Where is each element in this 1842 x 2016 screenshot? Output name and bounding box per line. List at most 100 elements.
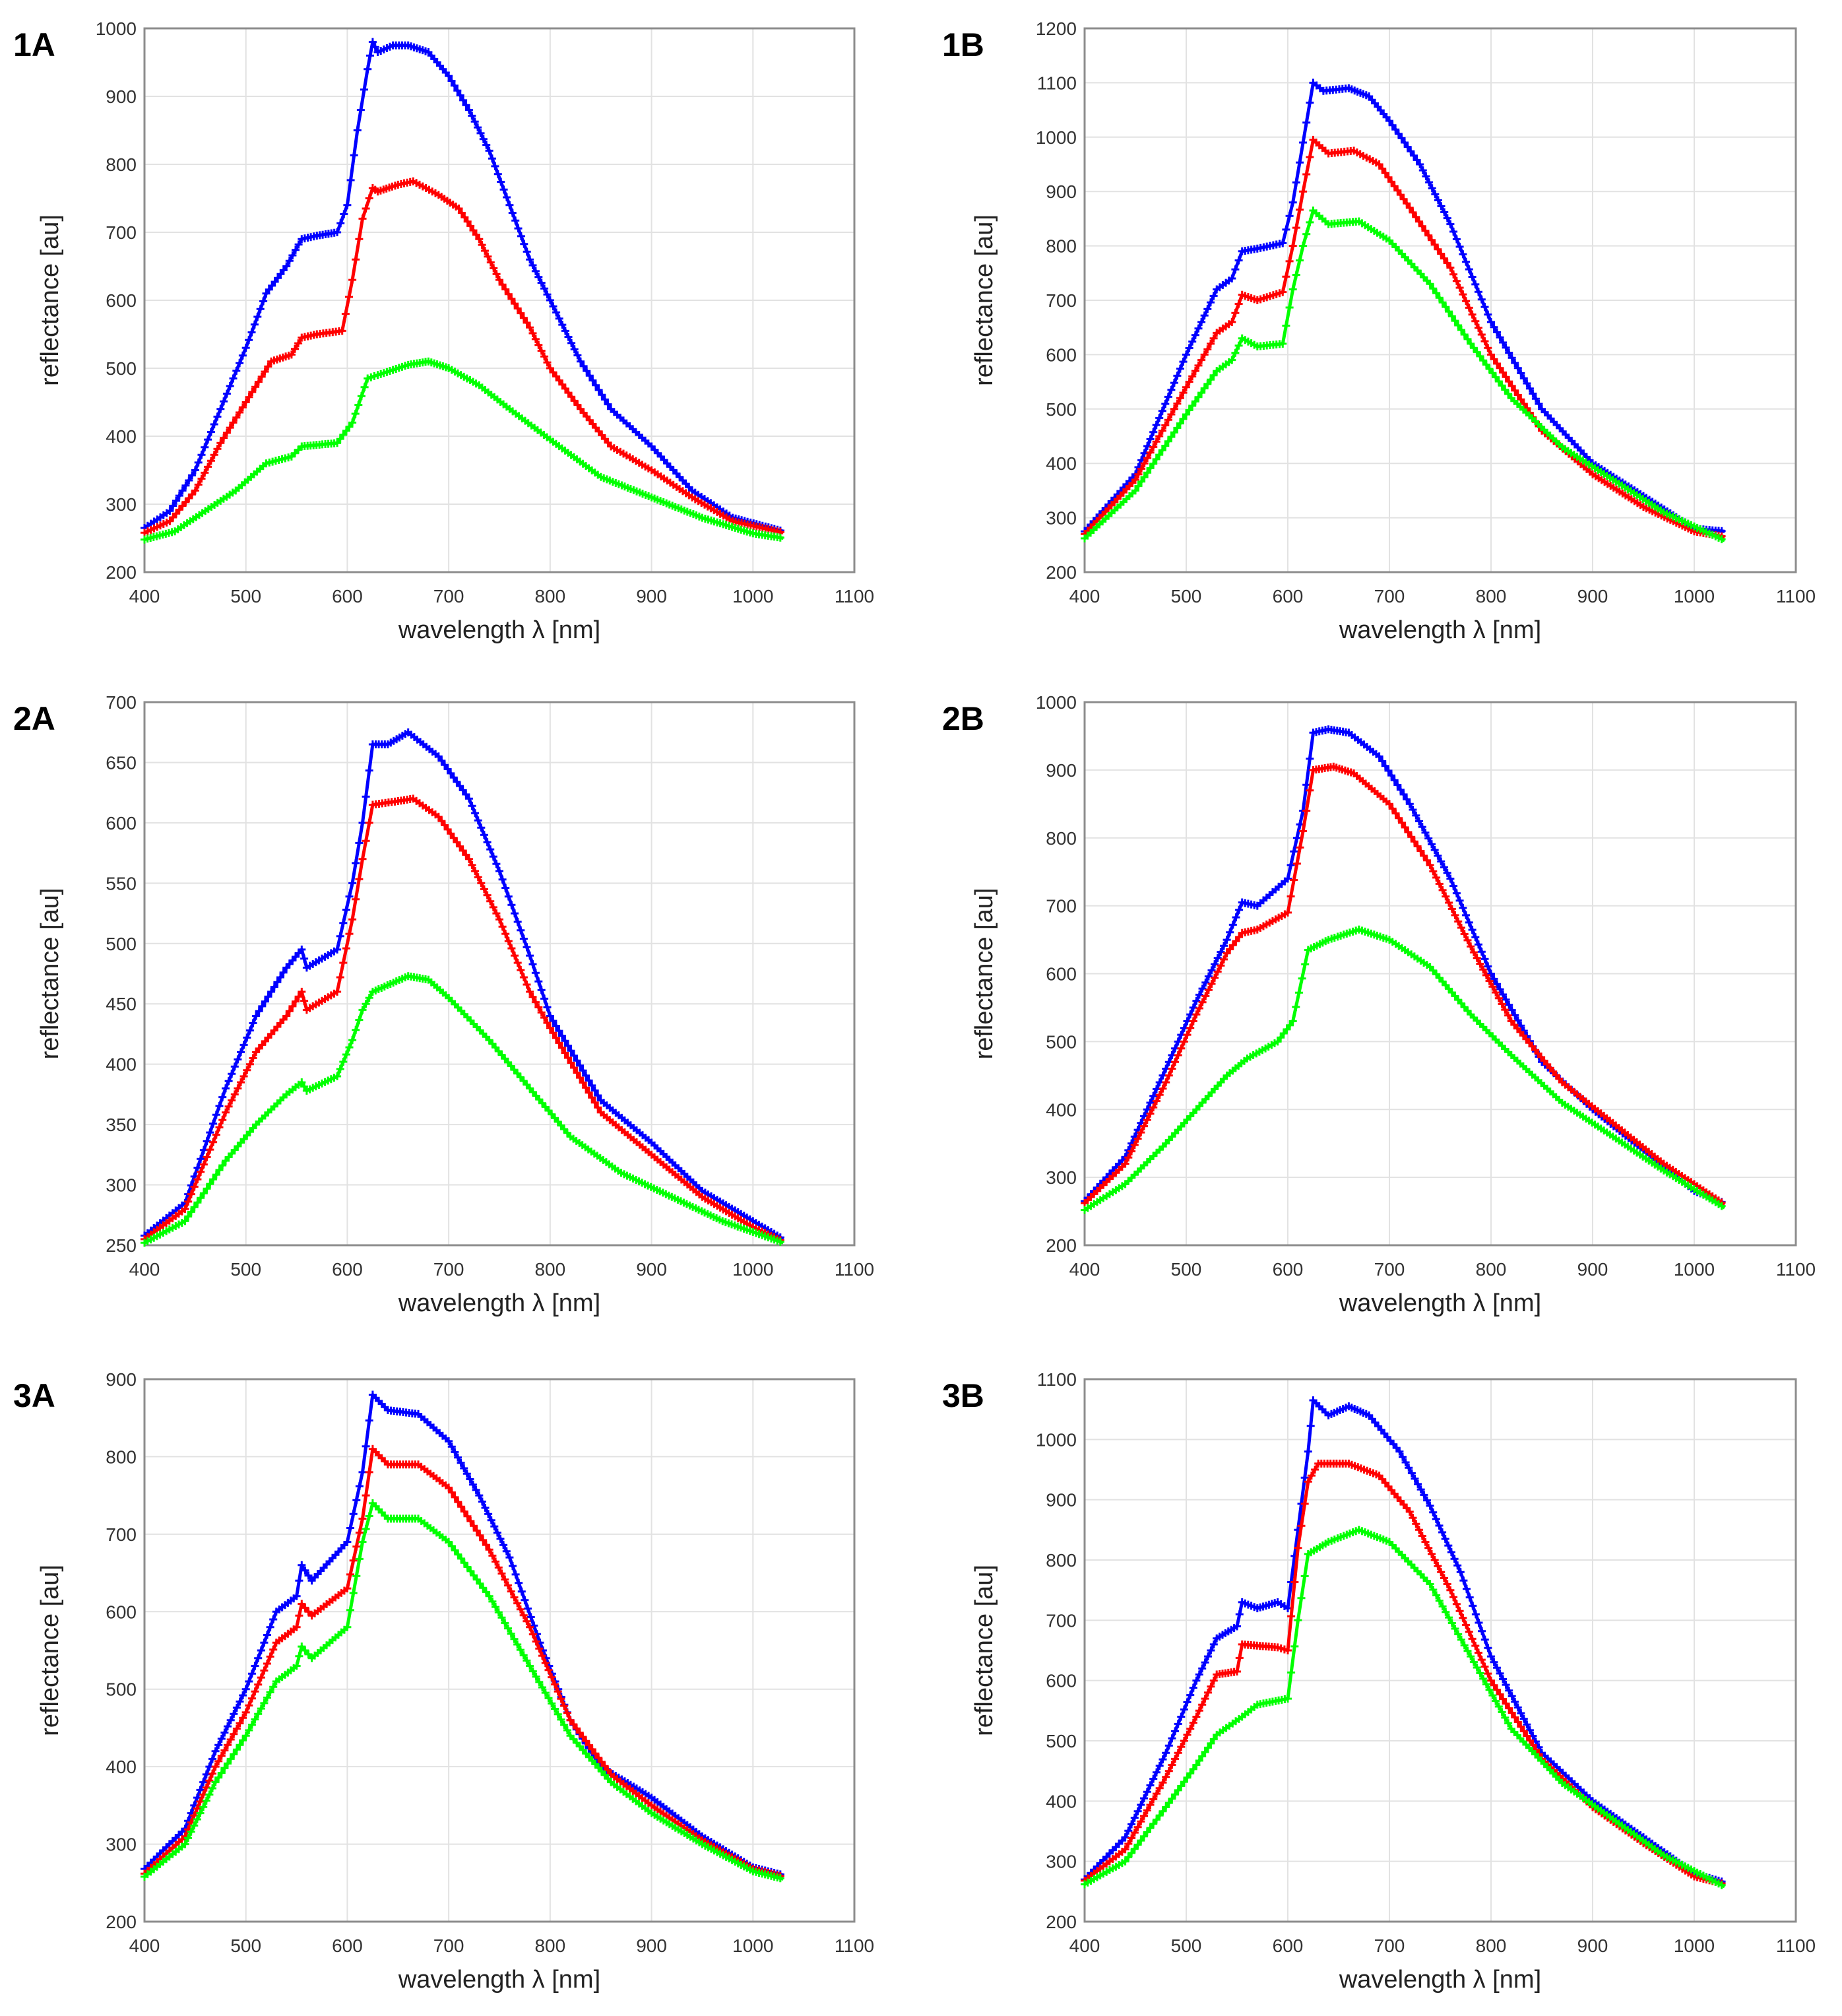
y-tick-label: 400 — [1046, 1099, 1077, 1120]
y-tick-label: 900 — [1046, 760, 1077, 781]
x-tick-label: 600 — [332, 1935, 363, 1956]
y-tick-label: 700 — [106, 222, 137, 243]
y-tick-label: 200 — [1046, 1912, 1077, 1932]
chart-panel-2a: 400 500 600 700 800 900 1000 1100 250 300 350 400 45… — [13, 692, 874, 1317]
y-tick-label: 1000 — [1036, 692, 1077, 713]
y-tick-label: 500 — [1046, 1731, 1077, 1751]
y-tick-label: 600 — [106, 290, 137, 311]
y-tick-label: 200 — [106, 562, 137, 583]
x-tick-label: 1100 — [835, 1259, 874, 1280]
plot-frame — [143, 27, 856, 573]
x-tick-label: 900 — [636, 1935, 667, 1956]
x-tick-label: 1000 — [732, 1935, 773, 1956]
plot-frame — [143, 701, 856, 1247]
x-tick-label: 500 — [1171, 1259, 1202, 1280]
y-tick-label: 800 — [1046, 236, 1077, 257]
chart-panel-1a: 400 500 600 700 800 900 1000 1100 200 300 400 500 60… — [13, 18, 874, 644]
x-tick-label: 800 — [1476, 586, 1507, 606]
y-tick-label: 500 — [106, 934, 137, 954]
x-tick-label: 700 — [1374, 586, 1405, 606]
y-tick-label: 700 — [106, 1524, 137, 1545]
x-axis-label: wavelength λ [nm] — [1339, 616, 1541, 644]
y-tick-label: 700 — [106, 692, 137, 713]
series-markers-green — [1081, 925, 1726, 1214]
y-tick-label: 300 — [1046, 1852, 1077, 1872]
x-tick-label: 900 — [1577, 1259, 1608, 1280]
y-tick-label: 800 — [1046, 1550, 1077, 1571]
y-axis-label: reflectance [au] — [36, 1565, 64, 1736]
y-tick-label: 600 — [1046, 964, 1077, 985]
panel-label: 3B — [942, 1377, 984, 1414]
y-tick-label: 400 — [106, 1055, 137, 1075]
y-tick-label: 300 — [106, 494, 137, 515]
series-markers-green — [1081, 207, 1726, 544]
y-tick-label: 1000 — [96, 18, 137, 39]
y-axis-label: reflectance [au] — [970, 1565, 998, 1736]
y-tick-label: 300 — [106, 1175, 137, 1196]
x-tick-label: 400 — [1069, 1259, 1100, 1280]
chart-panel-3a: 400 500 600 700 800 900 1000 1100 200 300 400 500 60… — [13, 1369, 874, 1994]
y-axis-label: reflectance [au] — [970, 888, 998, 1060]
x-tick-label: 700 — [433, 1259, 464, 1280]
y-tick-label: 800 — [106, 1447, 137, 1467]
y-tick-label: 900 — [1046, 181, 1077, 202]
x-tick-label: 500 — [230, 1259, 261, 1280]
x-tick-label: 700 — [433, 586, 464, 606]
x-tick-label: 1100 — [1776, 1935, 1816, 1956]
x-tick-label: 900 — [1577, 1935, 1608, 1956]
series-markers-green — [141, 972, 784, 1247]
x-tick-label: 800 — [534, 586, 565, 606]
x-tick-label: 800 — [534, 1259, 565, 1280]
x-tick-label: 700 — [1374, 1935, 1405, 1956]
y-tick-label: 600 — [106, 813, 137, 833]
chart-panel-3b: 400 500 600 700 800 900 1000 1100 200 300 400 500 60… — [942, 1369, 1816, 1994]
y-tick-label: 1000 — [1036, 1429, 1077, 1450]
plot-frame — [1083, 701, 1797, 1247]
x-tick-label: 900 — [1577, 586, 1608, 606]
x-tick-label: 400 — [129, 1259, 160, 1280]
y-tick-label: 1100 — [1037, 1369, 1077, 1390]
chart-panel-1b: 400 500 600 700 800 900 1000 1100 200 300 400 500 60… — [942, 18, 1816, 644]
y-tick-label: 300 — [1046, 508, 1077, 529]
plot-area — [144, 1379, 854, 1922]
x-tick-label: 1000 — [732, 1259, 773, 1280]
x-axis-label: wavelength λ [nm] — [398, 1966, 600, 1994]
x-tick-label: 500 — [1171, 586, 1202, 606]
y-tick-label: 700 — [1046, 1610, 1077, 1631]
plot-area — [1085, 1379, 1796, 1922]
plot-frame — [1083, 27, 1797, 573]
y-tick-label: 650 — [106, 752, 137, 773]
x-tick-label: 1000 — [1674, 586, 1715, 606]
x-tick-label: 1100 — [835, 1935, 874, 1956]
y-tick-label: 900 — [106, 1369, 137, 1390]
panel-label: 2A — [13, 700, 55, 737]
x-tick-label: 900 — [636, 1259, 667, 1280]
panel-label: 1B — [942, 26, 984, 63]
plot-frame — [1083, 1378, 1797, 1923]
y-tick-label: 500 — [1046, 399, 1077, 420]
x-tick-label: 600 — [1273, 1259, 1304, 1280]
y-tick-label: 900 — [1046, 1490, 1077, 1511]
x-tick-label: 400 — [129, 586, 160, 606]
y-tick-label: 250 — [106, 1235, 137, 1256]
panel-label: 1A — [13, 26, 55, 63]
x-tick-label: 600 — [1273, 586, 1304, 606]
x-tick-label: 1000 — [1674, 1935, 1715, 1956]
series-line-red — [1083, 1462, 1725, 1886]
y-tick-label: 500 — [1046, 1031, 1077, 1052]
y-axis-label: reflectance [au] — [36, 888, 64, 1060]
y-tick-label: 400 — [1046, 1791, 1077, 1811]
y-tick-label: 550 — [106, 873, 137, 894]
series-markers-red — [141, 177, 784, 537]
series-markers-green — [141, 357, 784, 544]
panel-label: 2B — [942, 700, 984, 737]
y-tick-label: 600 — [1046, 1671, 1077, 1691]
y-tick-label: 1200 — [1036, 18, 1077, 39]
x-tick-label: 600 — [332, 586, 363, 606]
y-tick-label: 400 — [106, 1757, 137, 1777]
y-tick-label: 700 — [1046, 290, 1077, 311]
x-tick-label: 700 — [433, 1935, 464, 1956]
x-axis-label: wavelength λ [nm] — [1339, 1966, 1541, 1994]
panel-label: 3A — [13, 1377, 55, 1414]
